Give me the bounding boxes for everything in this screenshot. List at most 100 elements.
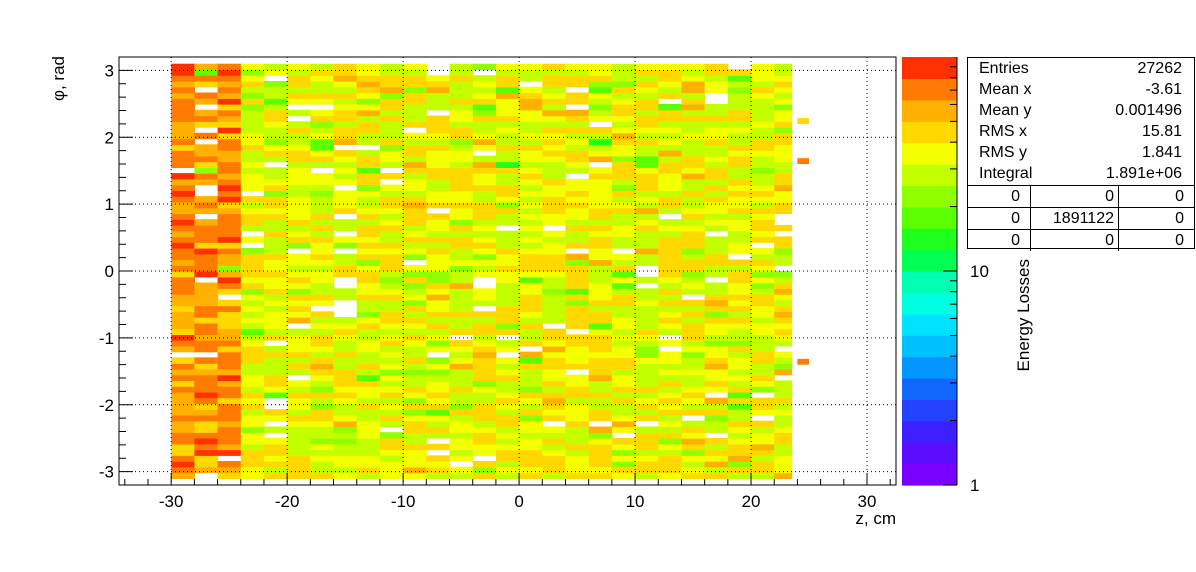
heatmap-cell <box>333 294 358 301</box>
heatmap-cell <box>565 132 590 140</box>
stat-value: 0.001496 <box>1115 102 1182 119</box>
heatmap-cell <box>727 455 752 462</box>
heatmap-cell <box>495 127 520 134</box>
heatmap-cell <box>310 236 335 243</box>
heatmap-cell <box>704 380 729 387</box>
heatmap-cell <box>379 230 404 238</box>
heatmap-cell <box>449 104 474 111</box>
x-tick-label: -20 <box>275 492 300 511</box>
heatmap-cell <box>426 242 451 249</box>
heatmap-cell <box>403 328 427 335</box>
heatmap-cell <box>426 127 451 134</box>
heatmap-cell <box>611 294 636 301</box>
heatmap-cell <box>449 271 474 278</box>
heatmap-cell <box>751 276 775 284</box>
heatmap-cell <box>542 466 567 474</box>
heatmap-cell <box>194 432 219 439</box>
heatmap-cell <box>333 340 358 347</box>
heatmap-cell <box>171 259 195 266</box>
heatmap-cell <box>681 138 706 145</box>
heatmap-cell <box>449 276 474 284</box>
heatmap-cell <box>333 449 358 456</box>
heatmap-cell <box>449 443 474 451</box>
heatmap-cell <box>379 305 404 312</box>
heatmap-cell <box>658 466 683 474</box>
heatmap-cell <box>379 75 404 82</box>
heatmap-cell <box>658 219 683 226</box>
heatmap-cell <box>635 466 659 474</box>
heatmap-cell <box>704 69 729 76</box>
heatmap-cell <box>287 466 311 474</box>
heatmap-cell <box>287 196 311 203</box>
heatmap-cell <box>658 201 683 209</box>
heatmap-cell <box>658 253 683 261</box>
heatmap-cell <box>310 259 335 266</box>
heatmap-cell <box>171 276 195 284</box>
heatmap-cell <box>635 443 659 451</box>
heatmap-cell <box>264 363 288 370</box>
heatmap-cell <box>403 317 427 324</box>
z-tick-label: 1 <box>970 476 979 495</box>
heatmap-cell <box>264 132 288 140</box>
heatmap-cell <box>240 420 265 428</box>
heatmap-cell <box>519 184 543 191</box>
heatmap-cell <box>774 340 793 347</box>
heatmap-cell <box>542 236 567 243</box>
heatmap-cell <box>287 213 311 220</box>
heatmap-cell <box>171 403 195 410</box>
heatmap-cell <box>356 461 381 468</box>
stat-value: 1.841 <box>1141 144 1182 161</box>
heatmap-cell <box>519 196 543 203</box>
heatmap-cell <box>240 397 265 405</box>
heatmap-cell <box>611 466 636 474</box>
heatmap-cell <box>194 357 219 364</box>
heatmap-cell <box>565 184 590 191</box>
heatmap-cell <box>681 299 706 307</box>
heatmap-cell <box>588 294 613 301</box>
heatmap-cell <box>264 242 288 249</box>
heatmap-cell <box>472 121 497 128</box>
heatmap-cell <box>727 432 752 439</box>
heatmap-cell <box>542 311 567 318</box>
heatmap-cell <box>751 438 775 445</box>
heatmap-cell <box>472 351 497 358</box>
heatmap-cell <box>565 397 590 405</box>
heatmap-cell <box>681 201 706 209</box>
heatmap-cell <box>217 466 242 474</box>
heatmap-cell <box>495 259 520 266</box>
heatmap-cell <box>449 144 474 151</box>
heatmap-cell <box>449 288 474 295</box>
heatmap-cell <box>171 69 195 76</box>
heatmap-cell <box>426 461 451 468</box>
heatmap-cell <box>704 81 729 88</box>
heatmap-cell <box>472 461 497 468</box>
heatmap-cell <box>194 92 219 99</box>
heatmap-cell <box>565 294 590 301</box>
heatmap-cell <box>611 357 636 364</box>
heatmap-cell <box>310 173 335 180</box>
heatmap-cell <box>356 161 381 168</box>
heatmap-cell <box>681 150 706 157</box>
heatmap-cell <box>565 334 590 341</box>
heatmap-cell <box>681 334 706 341</box>
heatmap-cell <box>287 144 311 151</box>
heatmap-cell <box>495 121 520 128</box>
heatmap-cell <box>264 69 288 76</box>
heatmap-cell <box>704 461 729 468</box>
heatmap-cell <box>310 132 335 140</box>
heatmap-cell <box>310 351 335 358</box>
heatmap-cell <box>681 276 706 284</box>
heatmap-cell <box>635 248 659 255</box>
heatmap-cell <box>588 443 613 451</box>
heatmap-cell <box>704 345 729 353</box>
heatmap-cell <box>588 271 613 278</box>
heatmap-cell <box>774 69 793 76</box>
heatmap-cell <box>565 403 590 410</box>
heatmap-cell <box>449 242 474 249</box>
heatmap-cell <box>751 248 775 255</box>
heatmap-cell <box>379 132 404 140</box>
heatmap-cell <box>171 150 195 157</box>
heatmap-cell <box>519 121 543 128</box>
heatmap-cell <box>611 104 636 111</box>
stat-label: Integral <box>979 165 1033 182</box>
